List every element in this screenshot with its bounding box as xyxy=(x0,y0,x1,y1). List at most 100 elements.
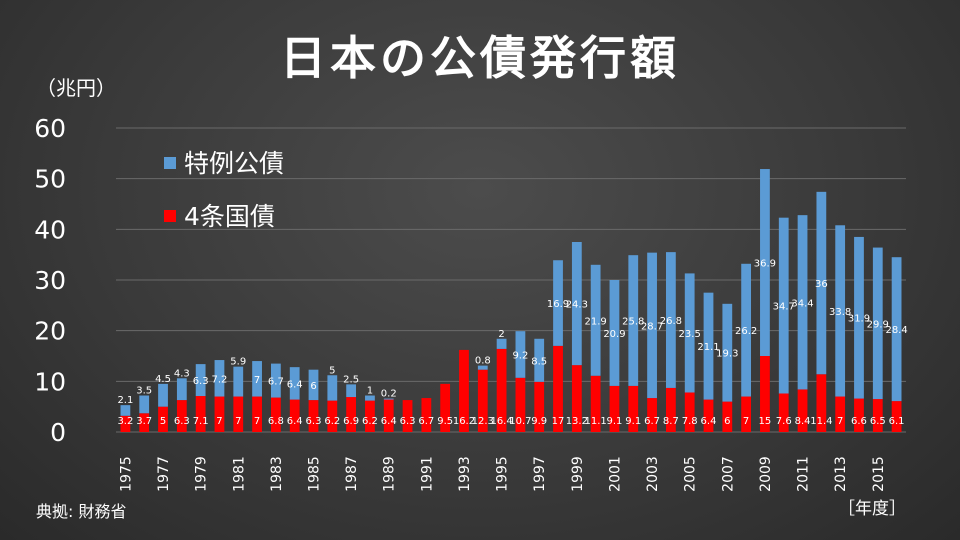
value-label-construction: 8.4 xyxy=(795,416,811,427)
y-tick-label: 50 xyxy=(34,165,66,194)
value-label-construction: 11.1 xyxy=(585,416,607,427)
x-tick-label: 2005 xyxy=(683,456,699,492)
x-tick-label: 2007 xyxy=(720,456,736,492)
value-label-construction: 6.4 xyxy=(287,416,303,427)
bar-special-bond xyxy=(383,398,394,400)
value-label-construction: 11.4 xyxy=(810,416,832,427)
bar-special-bond xyxy=(477,365,488,370)
value-label-construction: 6.7 xyxy=(418,416,434,427)
gridlines xyxy=(116,127,906,433)
bar-special-bond xyxy=(270,363,281,398)
bar-special-bond xyxy=(703,292,714,400)
value-label-construction: 6.3 xyxy=(400,416,416,427)
value-label-special: 6.7 xyxy=(268,377,284,388)
x-axis-ticks: 1975 1977 1979 1981 1983 1985 1987 1989 1991 1993… xyxy=(118,456,886,492)
y-tick-label: 10 xyxy=(34,367,66,396)
value-label-special: 16.9 xyxy=(547,299,569,310)
y-tick-label: 0 xyxy=(50,418,66,447)
value-label-construction: 6.3 xyxy=(174,416,190,427)
bar-construction-bond xyxy=(402,400,413,432)
value-label-special: 33.8 xyxy=(829,307,851,318)
value-label-construction: 6.9 xyxy=(343,416,359,427)
x-tick-label: 2003 xyxy=(645,456,661,492)
value-label-special: 2.5 xyxy=(343,374,359,385)
bar-construction-bond xyxy=(722,401,733,432)
value-label-construction: 13.2 xyxy=(566,416,588,427)
bar-construction-bond xyxy=(703,399,714,432)
value-label-special: 3.5 xyxy=(136,386,152,397)
bar-special-bond xyxy=(854,236,864,399)
bar-construction-bond xyxy=(760,356,770,432)
value-label-construction: 7 xyxy=(254,416,260,427)
value-label-construction: 3.7 xyxy=(136,416,152,427)
x-tick-label: 2015 xyxy=(871,456,887,492)
value-label-special: 36.9 xyxy=(754,259,776,270)
bar-construction-bond xyxy=(684,392,695,432)
bars xyxy=(120,169,902,432)
bar-construction-bond xyxy=(797,389,808,432)
x-tick-label: 1981 xyxy=(231,456,247,492)
bar-construction-bond xyxy=(233,396,244,432)
value-label-special: 1 xyxy=(367,386,373,397)
bar-special-bond xyxy=(252,361,262,397)
value-label-special: 4.3 xyxy=(174,368,190,379)
bar-construction-bond xyxy=(741,396,752,432)
bar-special-bond xyxy=(515,331,526,378)
legend-label-construction: 4条国債 xyxy=(184,202,275,231)
bar-construction-bond xyxy=(647,398,657,432)
bar-construction-bond xyxy=(421,398,432,432)
value-label-special: 2 xyxy=(498,329,504,340)
y-tick-label: 40 xyxy=(34,215,66,244)
x-tick-label: 1979 xyxy=(194,456,210,492)
bar-special-bond xyxy=(684,273,695,393)
bar-construction-bond xyxy=(195,396,206,432)
bar-construction-bond xyxy=(289,399,300,432)
bar-construction-bond xyxy=(270,397,281,432)
value-label-construction: 10.7 xyxy=(509,416,531,427)
value-label-construction: 6.7 xyxy=(644,416,660,427)
value-label-construction: 6.2 xyxy=(362,416,378,427)
value-label-construction: 7.1 xyxy=(193,416,209,427)
y-axis-unit: （兆円） xyxy=(36,76,116,100)
value-label-construction: 6 xyxy=(724,416,730,427)
bar-construction-bond xyxy=(496,348,507,432)
x-tick-label: 1991 xyxy=(419,456,435,492)
value-label-construction: 16.2 xyxy=(453,416,475,427)
bar-construction-bond xyxy=(816,374,827,432)
value-label-construction: 8.7 xyxy=(663,416,679,427)
value-label-construction: 3.2 xyxy=(117,416,133,427)
value-label-construction: 7 xyxy=(837,416,843,427)
bar-special-bond xyxy=(195,364,206,397)
value-label-special: 6 xyxy=(310,381,316,392)
bar-construction-bond xyxy=(515,377,526,432)
bar-special-bond xyxy=(139,395,150,414)
bar-construction-bond xyxy=(346,397,357,432)
value-label-special: 0.2 xyxy=(381,389,397,400)
bar-special-bond xyxy=(628,255,639,386)
legend-label-special: 特例公債 xyxy=(184,149,284,178)
bar-construction-bond xyxy=(891,401,902,432)
value-label-special: 7 xyxy=(254,375,260,386)
y-tick-label: 20 xyxy=(34,317,66,346)
x-tick-label: 1987 xyxy=(344,456,360,492)
bar-special-bond xyxy=(797,215,808,390)
source-note: 典拠: 財務省 xyxy=(36,502,127,521)
legend-swatch-special xyxy=(164,157,176,169)
value-label-construction: 6.5 xyxy=(870,416,886,427)
value-label-special: 28.4 xyxy=(885,325,907,336)
bar-special-bond xyxy=(120,405,131,416)
bar-special-bond xyxy=(214,360,225,397)
bar-special-bond xyxy=(816,191,827,375)
value-label-construction: 15 xyxy=(759,416,772,427)
bar-special-bond xyxy=(553,260,563,346)
bar-special-bond xyxy=(665,252,676,388)
value-label-special: 31.9 xyxy=(848,314,870,325)
value-label-construction: 16.4 xyxy=(490,416,512,427)
value-label-construction: 7 xyxy=(216,416,222,427)
x-tick-label: 1995 xyxy=(495,456,511,492)
bar-special-bond xyxy=(609,280,620,386)
x-tick-label: 1975 xyxy=(118,456,134,492)
bar-construction-bond xyxy=(835,396,846,432)
value-label-special: 9.2 xyxy=(512,350,528,361)
